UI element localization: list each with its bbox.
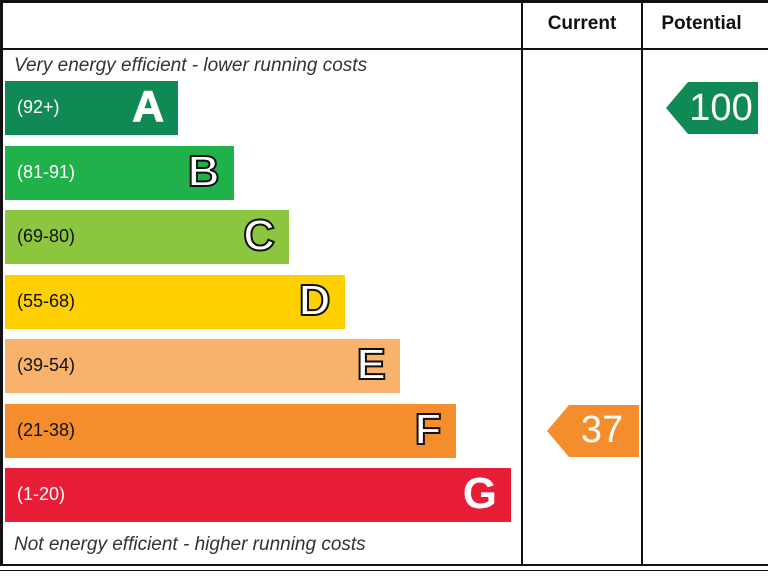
header-divider [0,48,768,50]
band-e: (39-54) E [5,339,400,393]
potential-rating-flag: 100 [666,82,758,134]
efficient-note: Very energy efficient - lower running co… [14,55,368,76]
current-flag-shape [547,404,639,457]
band-d: (55-68) D [5,274,345,329]
inefficient-note: Not energy efficient - higher running co… [14,534,366,555]
band-letter-label: D [298,275,332,325]
band-letter-label: A [132,82,165,131]
band-letter-label: G [462,469,497,518]
current-rating-value: 37 [580,409,624,451]
band-range-label: (1-20) [17,484,66,504]
band-range-label: (21-38) [17,419,76,440]
chart-border-bottom [0,564,768,566]
footer-clip [0,566,768,576]
band-f: (21-38) F [5,403,456,458]
current-rating-flag: 37 [547,404,639,457]
band-range-label: (69-80) [17,226,76,246]
band-letter-label: E [356,340,387,390]
current-column-divider [521,0,523,566]
current-column-header: Current [547,13,617,34]
potential-flag-shape [666,82,758,134]
band-c: (69-80) C [5,210,289,264]
footer-border [0,570,768,571]
band-range-label: (39-54) [17,355,76,375]
chart-border-top [0,0,768,3]
band-range-label: (92+) [17,97,60,117]
band-letter-label: B [187,146,221,196]
potential-column-divider [641,0,643,566]
band-range-label: (81-91) [17,161,76,182]
band-letter-label: C [242,211,276,261]
chart-border-left [0,0,3,566]
band-g: (1-20) G [5,468,511,522]
band-range-label: (55-68) [17,290,76,311]
band-letter-label: F [414,404,443,454]
band-a: (92+) A [5,81,178,135]
band-b: (81-91) B [5,145,234,200]
potential-rating-value: 100 [689,86,753,129]
potential-column-header: Potential [661,13,742,34]
